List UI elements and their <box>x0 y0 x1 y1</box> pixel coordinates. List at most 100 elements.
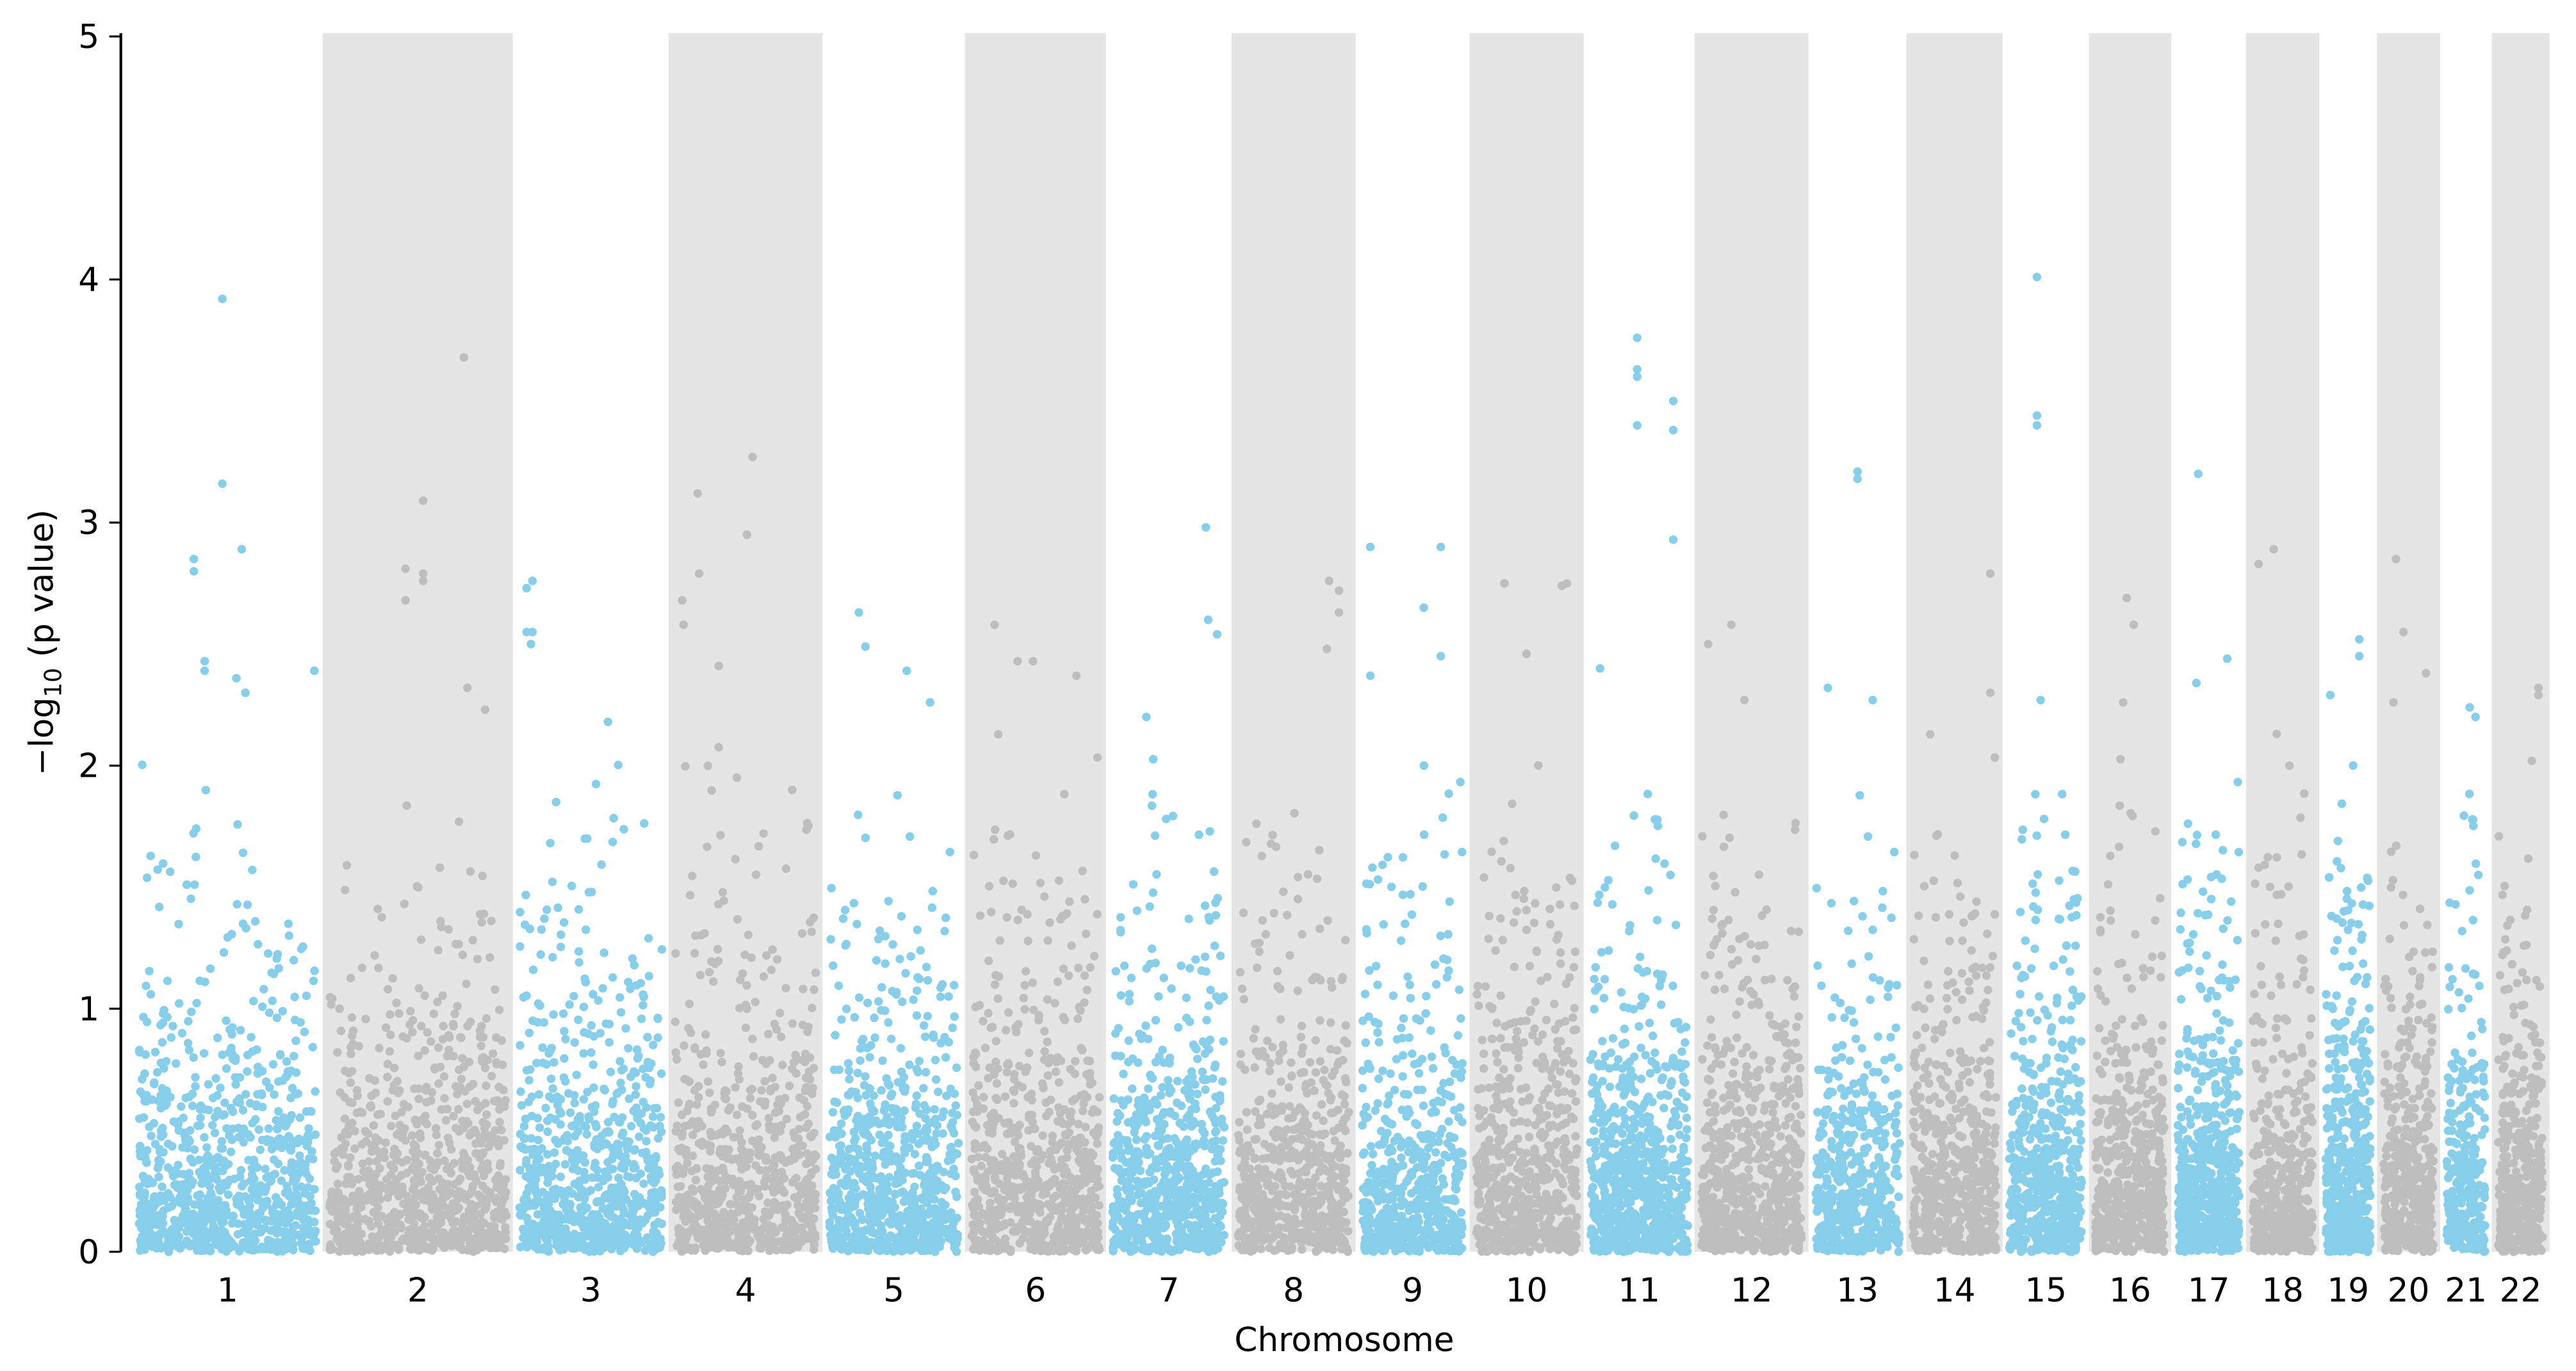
data-point <box>950 1089 959 1098</box>
data-point <box>897 912 906 921</box>
data-point <box>350 1126 359 1136</box>
data-point <box>195 1219 204 1228</box>
chromosome-band-4 <box>668 33 823 1252</box>
data-point <box>570 1244 580 1253</box>
data-point <box>168 1021 177 1031</box>
data-point <box>260 1215 270 1224</box>
data-point <box>1000 1092 1010 1101</box>
top-hit-point <box>742 530 751 539</box>
top-hit-point <box>462 683 472 692</box>
data-point <box>759 829 768 838</box>
data-point <box>597 1132 607 1140</box>
data-point <box>533 1191 542 1201</box>
data-point <box>762 1153 770 1162</box>
data-point <box>717 1057 726 1067</box>
data-point <box>922 962 931 971</box>
data-point <box>887 1244 896 1254</box>
data-point <box>289 1051 298 1060</box>
data-point <box>619 1128 628 1137</box>
data-point <box>1079 1099 1088 1108</box>
data-point <box>915 1109 924 1118</box>
data-point <box>651 1245 660 1254</box>
data-point <box>639 1001 648 1010</box>
data-point <box>268 996 277 1005</box>
data-point <box>302 1241 311 1250</box>
data-point <box>477 1021 486 1031</box>
data-point <box>808 1181 817 1190</box>
data-point <box>913 1067 923 1076</box>
data-point <box>219 948 229 957</box>
data-point <box>184 1046 194 1055</box>
data-point <box>567 1189 577 1198</box>
data-point <box>1093 1139 1102 1148</box>
data-point <box>765 1238 774 1248</box>
data-point <box>732 1200 741 1209</box>
data-point <box>758 1232 767 1242</box>
data-point <box>644 934 653 943</box>
data-point <box>1082 986 1091 994</box>
data-point <box>1210 941 1219 950</box>
data-point <box>916 946 925 955</box>
data-point <box>405 1020 414 1029</box>
data-point <box>213 1034 222 1042</box>
data-point <box>809 1064 819 1073</box>
data-point <box>197 1172 206 1181</box>
data-point <box>1031 1124 1039 1133</box>
data-point <box>1050 998 1059 1008</box>
data-point <box>706 1104 716 1113</box>
data-point <box>849 1183 858 1193</box>
data-point <box>631 1090 640 1099</box>
data-point <box>1009 1099 1018 1108</box>
data-point <box>860 1114 869 1124</box>
data-point <box>875 926 884 936</box>
data-point <box>163 1012 172 1022</box>
data-point <box>241 923 250 933</box>
data-point <box>744 930 753 939</box>
data-point <box>1070 1094 1080 1104</box>
data-point <box>794 1134 803 1143</box>
data-point <box>656 1069 666 1078</box>
data-point <box>487 1071 496 1081</box>
data-point <box>1060 1016 1070 1025</box>
data-point <box>744 1238 753 1248</box>
data-point <box>619 1159 628 1168</box>
data-point <box>1066 1208 1075 1217</box>
data-point <box>877 1221 886 1231</box>
data-point <box>720 1213 729 1222</box>
data-point <box>683 1158 692 1168</box>
data-point <box>591 1242 600 1251</box>
data-point <box>284 919 293 929</box>
data-point <box>1025 1228 1034 1237</box>
data-point <box>732 773 742 783</box>
data-point <box>540 914 549 923</box>
data-point <box>1025 1110 1034 1120</box>
data-point <box>853 1068 862 1078</box>
data-point <box>348 1118 357 1128</box>
data-point <box>1038 1079 1047 1088</box>
data-point <box>537 1164 547 1172</box>
data-point <box>898 1216 907 1226</box>
data-point <box>760 1101 769 1110</box>
top-hit-point <box>902 666 911 676</box>
data-point <box>348 1098 357 1107</box>
data-point <box>988 1221 997 1230</box>
data-point <box>834 981 844 991</box>
top-hit-point <box>401 564 410 573</box>
top-hit-point <box>401 596 410 605</box>
data-point <box>641 1073 650 1082</box>
data-point <box>452 1190 462 1200</box>
data-point <box>714 743 723 752</box>
data-point <box>913 973 922 982</box>
data-point <box>417 1235 427 1244</box>
data-point <box>548 877 557 886</box>
data-point <box>683 1230 692 1239</box>
data-point <box>938 1129 947 1138</box>
data-point <box>455 1065 464 1075</box>
data-point <box>451 939 461 949</box>
data-point <box>1093 753 1102 762</box>
data-point <box>358 1247 367 1256</box>
data-point <box>298 942 307 951</box>
data-point <box>337 1133 346 1142</box>
data-point <box>598 984 607 993</box>
data-point <box>378 1230 387 1240</box>
